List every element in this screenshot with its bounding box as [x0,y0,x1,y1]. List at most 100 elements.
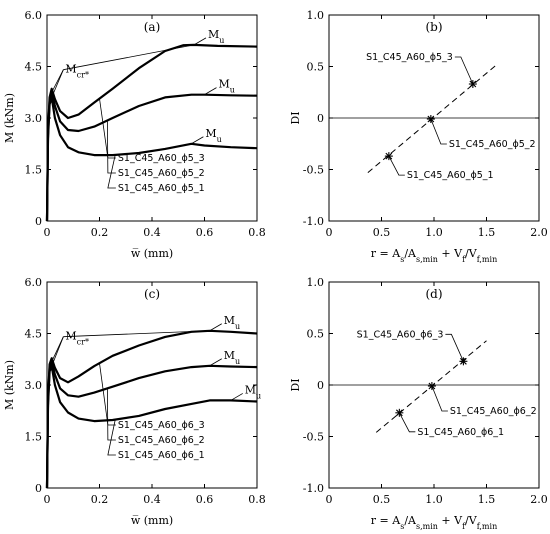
ultimate-moment-label: Mu [224,314,240,331]
crack-leader [51,336,64,367]
x-tick-label: 0 [44,226,51,239]
ultimate-leader [204,87,217,95]
x-tick-label: 1.5 [478,226,496,239]
x-axis-label: w̅ (mm) [131,247,173,260]
series-line-2 [45,360,258,489]
panel-label: (b) [425,20,442,34]
x-axis-label: r = As/As,min + Vf/Vf,min [371,514,497,531]
ultimate-moment-label: Mu [219,78,235,95]
specimen-leader [107,419,116,456]
y-tick-label: 6.0 [25,9,43,22]
point-leader [454,56,474,85]
y-axis-label: DI [289,378,302,391]
point-leader [388,155,405,176]
ultimate-leader [191,136,204,145]
point-label: S1_C45_A60_ϕ5_2 [449,139,536,150]
y-tick-label: 4.5 [25,328,43,341]
chart-panel-3: 0 0.2 0.4 0.6 0.8 0 1.5 3.0 4.5 6.0 (c) w̅ (mm) M (k… [3,276,266,527]
point-label: S1_C45_A60_ϕ6_3 [357,329,444,340]
y-tick-label: 4.5 [25,61,43,74]
y-tick-label: 1.5 [25,164,43,177]
y-tick-label: -1.0 [303,215,324,228]
x-tick-label: 0.8 [248,226,266,239]
y-tick-label: 0 [317,379,324,392]
y-tick-label: -0.5 [303,431,324,444]
point-label: S1_C45_A60_ϕ6_2 [450,406,537,417]
specimen-leader [106,120,116,174]
panel-label: (c) [144,287,160,301]
y-tick-label: 6.0 [25,276,43,289]
ultimate-moment-label: Mu [224,349,240,366]
y-tick-label: 3.0 [25,379,43,392]
y-axis-label: DI [289,111,302,124]
x-tick-label: 0.6 [196,493,214,506]
specimen-label: S1_C45_A60_ϕ6_2 [118,435,205,446]
y-tick-label: 3.0 [25,112,43,125]
series-line-3 [45,365,258,489]
x-tick-label: 0.4 [143,493,161,506]
x-tick-label: 0.8 [248,493,266,506]
y-tick-label: -0.5 [303,164,324,177]
chart-panel-2: 0 0.5 1.0 1.5 2.0 -1.0 -0.5 0 0.5 1.0 (b) r = As/As… [289,9,548,264]
x-axis-label: w̅ (mm) [131,514,173,527]
x-axis-label: r = As/As,min + Vf/Vf,min [371,247,497,264]
chart-panel-4: 0 0.5 1.0 1.5 2.0 -1.0 -0.5 0 0.5 1.0 (d) r = As/As… [289,276,548,531]
x-tick-label: 0.2 [91,226,109,239]
specimen-leader [107,154,116,189]
y-tick-label: 0.5 [307,61,325,74]
point-label: S1_C45_A60_ϕ5_3 [366,52,453,63]
y-tick-label: 1.0 [307,9,325,22]
crack-leader [63,44,195,71]
point-label: S1_C45_A60_ϕ6_1 [417,427,504,438]
specimen-label: S1_C45_A60_ϕ5_1 [118,183,205,194]
x-tick-label: 1.0 [425,226,443,239]
y-tick-label: 0 [35,482,42,495]
ultimate-moment-label: Mu [208,28,224,45]
ultimate-leader [209,323,222,332]
point-leader [398,412,416,433]
x-tick-label: 0.6 [196,226,214,239]
panel-label: (a) [144,20,161,34]
point-leader [445,333,464,362]
crack-moment-label: Mcr* [65,63,89,80]
y-tick-label: 0 [35,215,42,228]
ultimate-moment-label: Mu [245,383,261,400]
ultimate-moment-label: Mu [205,127,221,144]
y-tick-label: 0.5 [307,328,325,341]
panel-label: (d) [425,287,442,301]
y-tick-label: 1.0 [307,276,325,289]
y-tick-label: -1.0 [303,482,324,495]
x-tick-label: 0 [326,493,333,506]
x-tick-label: 0.4 [143,226,161,239]
crack-leader [63,330,210,338]
point-leader [430,118,447,145]
specimen-label: S1_C45_A60_ϕ6_3 [118,420,205,431]
x-tick-label: 0 [326,226,333,239]
y-axis-label: M (kNm) [3,360,16,410]
x-tick-label: 0.5 [373,493,391,506]
ultimate-leader [230,393,243,401]
specimen-leader [106,388,116,441]
y-axis-label: M (kNm) [3,93,16,143]
x-tick-label: 0.2 [91,493,109,506]
point-leader [431,385,448,412]
x-tick-label: 2.0 [530,226,548,239]
ultimate-leader [193,37,207,46]
specimen-label: S1_C45_A60_ϕ6_1 [118,450,205,461]
x-tick-label: 0 [44,493,51,506]
y-tick-label: 1.5 [25,431,43,444]
crack-leader [51,69,64,98]
x-tick-label: 1.0 [425,493,443,506]
specimen-label: S1_C45_A60_ϕ5_2 [118,168,205,179]
y-tick-label: 0 [317,112,324,125]
specimen-label: S1_C45_A60_ϕ5_3 [118,153,205,164]
crack-moment-label: Mcr* [65,330,89,347]
x-tick-label: 0.5 [373,226,391,239]
x-tick-label: 2.0 [530,493,548,506]
ultimate-leader [209,358,222,367]
x-tick-label: 1.5 [478,493,496,506]
point-label: S1_C45_A60_ϕ5_1 [407,170,494,181]
series-line-3 [45,96,258,222]
chart-panel-1: 0 0.2 0.4 0.6 0.8 0 1.5 3.0 4.5 6.0 (a) w̅ (mm) M (k… [3,9,266,260]
